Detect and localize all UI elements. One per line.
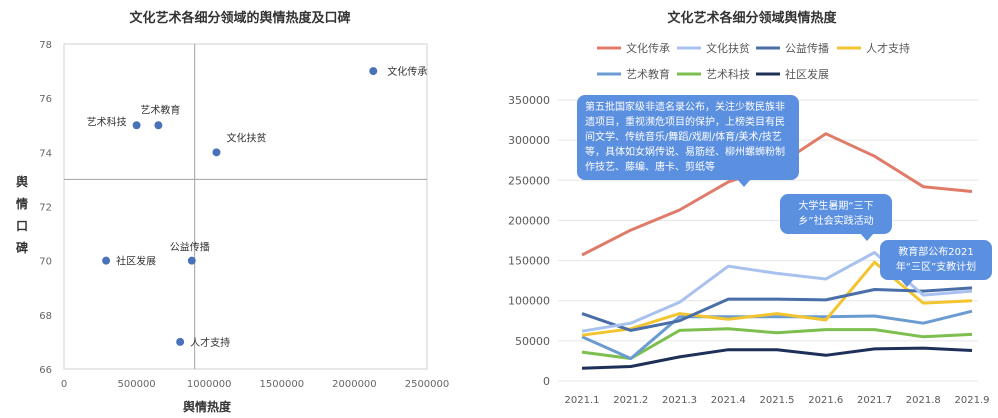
line-y-tick-label: 150000 xyxy=(508,255,550,268)
scatter-point-label: 公益传播 xyxy=(170,241,210,254)
scatter-point xyxy=(369,67,378,76)
line-x-tick-label: 2021.6 xyxy=(808,395,843,406)
annotation-teaching-plan: 教育部公布2021年“三区”支教计划 xyxy=(880,240,992,287)
scatter-chart: 文化艺术各细分领域的舆情热度及口碑 0 500000 1000000 1500000 2… xyxy=(16,10,450,414)
line-x-tick-label: 2021.4 xyxy=(711,395,746,406)
annotation-heritage: 第五批国家级非遗名录公布，关注少数民族非遗项目，重视濒危项目的保护，上榜类目有民… xyxy=(577,95,799,187)
line-x-tick-label: 2021.9 xyxy=(955,395,990,406)
legend-label: 文化传承 xyxy=(626,41,670,55)
line-y-tick-label: 50000 xyxy=(515,335,550,348)
line-y-tick-label: 350000 xyxy=(508,94,550,107)
legend-label: 公益传播 xyxy=(785,41,829,55)
scatter-point xyxy=(154,121,163,130)
scatter-point xyxy=(132,121,141,130)
scatter-y-tick-label: 78 xyxy=(39,40,52,51)
series-line xyxy=(581,286,973,332)
scatter-point xyxy=(187,256,196,265)
scatter-x-tick-label: 500000 xyxy=(118,379,156,390)
scatter-point xyxy=(212,148,221,157)
scatter-plot-frame xyxy=(63,43,428,370)
line-x-tick-label: 2021.5 xyxy=(760,395,795,406)
series-line xyxy=(581,346,973,370)
line-title: 文化艺术各细分领域舆情热度 xyxy=(667,10,837,26)
legend-label: 艺术教育 xyxy=(626,67,670,81)
scatter-x-tick-label: 2500000 xyxy=(405,379,450,390)
line-x-tick-label: 2021.8 xyxy=(906,395,941,406)
legend-label: 人才支持 xyxy=(866,41,910,55)
scatter-y-axis-label: 舆情口碑 xyxy=(16,174,28,255)
legend-label: 艺术科技 xyxy=(706,67,750,81)
line-y-tick-label: 300000 xyxy=(508,134,550,147)
legend-label: 文化扶贫 xyxy=(706,41,750,55)
scatter-y-tick-label: 68 xyxy=(39,311,52,322)
scatter-point xyxy=(102,256,111,265)
line-y-tick-label: 0 xyxy=(543,375,550,388)
scatter-x-tick-label: 1500000 xyxy=(260,379,305,390)
scatter-x-tick-label: 0 xyxy=(61,379,67,390)
series-line xyxy=(581,327,973,360)
annotation-summer-practice: 大学生暑期“三下乡”社会实践活动 xyxy=(780,194,892,241)
line-y-tick-label: 200000 xyxy=(508,214,550,227)
scatter-y-tick-label: 66 xyxy=(39,365,52,376)
line-chart: 文化艺术各细分领域舆情热度 0 50000 100000 150000 200000 25… xyxy=(508,10,990,406)
line-x-tick-label: 2021.2 xyxy=(613,395,648,406)
scatter-point-label: 社区发展 xyxy=(116,255,156,268)
scatter-y-tick-label: 74 xyxy=(39,148,52,159)
line-x-tick-label: 2021.1 xyxy=(565,395,600,406)
scatter-point-label: 艺术教育 xyxy=(140,103,180,116)
line-y-tick-label: 250000 xyxy=(508,174,550,187)
scatter-point-label: 人才支持 xyxy=(190,336,230,349)
series-line xyxy=(581,309,973,360)
scatter-point-label: 文化扶贫 xyxy=(226,131,266,144)
scatter-point-label: 艺术科技 xyxy=(87,115,127,128)
scatter-x-axis-label: 舆情热度 xyxy=(183,399,232,414)
scatter-x-tick-label: 2000000 xyxy=(332,379,377,390)
scatter-point-label: 文化传承 xyxy=(387,65,427,78)
scatter-title: 文化艺术各细分领域的舆情热度及口碑 xyxy=(129,10,350,26)
scatter-x-tick-label: 1000000 xyxy=(187,379,232,390)
scatter-y-tick-label: 76 xyxy=(39,94,52,105)
line-x-tick-label: 2021.3 xyxy=(662,395,697,406)
scatter-point xyxy=(176,337,185,346)
scatter-y-tick-label: 72 xyxy=(39,203,52,214)
scatter-y-tick-label: 70 xyxy=(39,257,52,268)
line-x-tick-label: 2021.7 xyxy=(857,395,892,406)
legend-label: 社区发展 xyxy=(785,67,829,81)
line-y-tick-label: 100000 xyxy=(508,295,550,308)
